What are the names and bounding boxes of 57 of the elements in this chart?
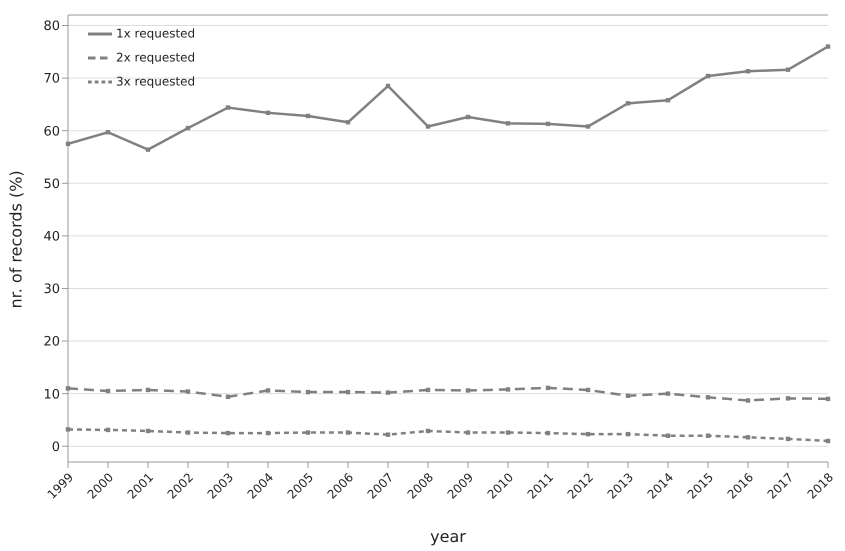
y-tick-label: 0 [52,440,60,455]
y-tick-label: 20 [43,334,60,350]
legend-label: 2x requested [116,50,196,64]
point [106,428,110,432]
point [626,394,630,398]
point [346,120,350,124]
legend-label: 3x requested [116,74,196,88]
point [106,130,110,134]
point [66,427,70,432]
point [226,394,230,399]
point [386,390,390,395]
point [626,101,630,106]
point [506,430,510,435]
point [666,391,670,396]
point [546,386,550,390]
point [306,390,310,394]
y-axis-title: nr. of records (%) [6,170,26,308]
point [826,396,830,402]
point [346,430,350,435]
point [146,147,150,152]
point [586,432,590,436]
point [786,436,790,442]
point [666,434,670,438]
point [186,430,190,435]
point [706,434,710,438]
point [826,44,830,49]
y-tick-label: 60 [43,124,60,140]
point [506,121,510,126]
y-tick-label: 30 [43,282,60,298]
y-tick-label: 50 [43,176,60,192]
y-tick-label: 40 [43,229,60,244]
point [186,126,190,130]
point [226,430,230,436]
point [786,67,790,72]
point [306,430,310,435]
point [266,110,270,116]
point [386,432,390,437]
point [226,105,230,110]
point [746,69,750,74]
point [266,430,270,436]
x-axis-title: year [430,527,466,546]
point [506,387,510,392]
y-tick-label: 10 [43,387,60,402]
point [706,395,710,400]
point [626,432,630,436]
point [466,430,470,435]
point [746,435,750,440]
y-tick-label: 80 [43,19,60,34]
point [546,122,550,126]
point [346,390,350,394]
y-tick-label: 70 [43,72,60,87]
point [546,430,550,436]
legend-label: 1x requested [116,26,196,40]
point [786,396,790,401]
point [66,386,70,391]
point [666,98,670,102]
point [66,142,70,146]
